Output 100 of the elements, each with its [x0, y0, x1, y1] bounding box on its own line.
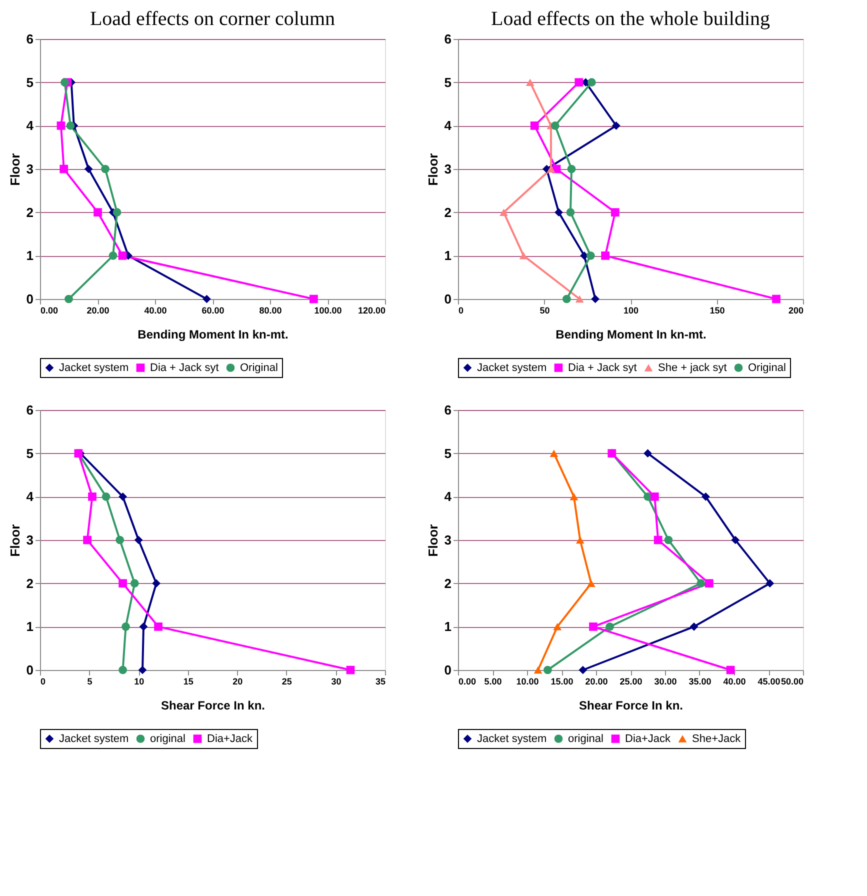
- legend-label: She + jack syt: [658, 362, 727, 374]
- point: [530, 121, 539, 130]
- point: [550, 121, 560, 130]
- legend-label: Dia + Jack syt: [568, 362, 637, 374]
- y-tick-label: 1: [26, 619, 34, 634]
- y-tick-label: 2: [26, 204, 34, 220]
- point: [534, 666, 542, 674]
- y-tick-label: 5: [444, 74, 452, 90]
- point: [567, 164, 576, 174]
- legend-label: Dia+Jack: [207, 732, 254, 745]
- y-tick-label: 3: [444, 532, 452, 548]
- point: [586, 580, 596, 587]
- x-axis-title: Shear Force In kn.: [160, 698, 266, 712]
- x-tick-label: 200: [788, 306, 804, 316]
- x-tick-label: 0: [40, 676, 46, 686]
- point: [554, 208, 563, 217]
- point: [586, 251, 595, 260]
- point: [118, 492, 127, 501]
- y-tick-label: 4: [444, 118, 452, 134]
- y-tick-label: 6: [444, 402, 452, 418]
- legend-label: original: [150, 732, 186, 745]
- point: [519, 252, 528, 260]
- y-axis-title: Floor: [425, 524, 440, 557]
- x-tick-label: 20: [232, 676, 243, 686]
- x-axis-title: Shear Force In kn.: [578, 698, 684, 712]
- x-tick-label: 35.00: [688, 676, 712, 686]
- y-tick-label: 5: [26, 446, 34, 461]
- x-tick-label: 30: [331, 676, 342, 686]
- x-tick-label: 45.00: [758, 676, 780, 686]
- x-tick-label: 150: [710, 306, 725, 316]
- point: [606, 622, 614, 631]
- point: [702, 492, 710, 501]
- x-tick-label: 35: [375, 676, 386, 686]
- x-tick-label: 60.00: [202, 306, 224, 316]
- point: [574, 78, 584, 87]
- legend-label: She+Jack: [692, 732, 742, 745]
- y-tick-label: 2: [444, 576, 452, 591]
- y-tick-label: 3: [444, 162, 452, 176]
- legend-label: Dia+Jack: [625, 732, 672, 745]
- point: [122, 622, 130, 631]
- y-tick-label: 5: [26, 74, 34, 90]
- x-tick-label: 15.00: [550, 676, 574, 686]
- point: [570, 493, 578, 500]
- point: [731, 536, 740, 544]
- legend-label: Jacket system: [477, 362, 547, 374]
- point: [152, 579, 160, 588]
- legend-label: Original: [240, 362, 278, 374]
- x-tick-label: 50.00: [780, 676, 804, 686]
- point: [88, 492, 96, 501]
- legend-label: Jacket system: [59, 732, 129, 745]
- point: [138, 666, 147, 674]
- legend-label: Dia + Jack syt: [150, 362, 219, 374]
- point: [102, 492, 110, 501]
- y-tick-label: 1: [26, 248, 34, 264]
- point: [601, 251, 610, 260]
- x-tick-label: 5: [87, 676, 92, 686]
- point: [130, 579, 139, 588]
- x-tick-label: 10.00: [516, 676, 539, 686]
- point: [500, 208, 508, 216]
- point: [154, 622, 162, 631]
- x-tick-label: 0.00: [458, 676, 476, 686]
- point: [346, 666, 355, 674]
- point: [562, 294, 571, 304]
- x-tick-label: 0: [458, 306, 464, 316]
- x-axis-title: Bending Moment In kn-mt.: [556, 328, 706, 342]
- point: [772, 294, 780, 304]
- chart-title: Load effects on corner column: [90, 8, 336, 30]
- point: [690, 622, 698, 631]
- x-tick-label: 25.00: [620, 676, 642, 686]
- point: [139, 622, 148, 631]
- point: [610, 208, 620, 217]
- x-tick-label: 40.00: [723, 676, 746, 686]
- y-tick-label: 4: [26, 118, 34, 134]
- point: [116, 536, 124, 544]
- point: [696, 579, 706, 588]
- x-tick-label: 100.00: [314, 306, 342, 316]
- x-tick-label: 25: [282, 676, 292, 686]
- y-tick-label: 4: [444, 489, 452, 504]
- point: [726, 666, 735, 674]
- x-axis-title: Bending Moment In kn-mt.: [138, 328, 288, 342]
- point: [118, 666, 127, 674]
- x-tick-label: 100: [623, 306, 639, 316]
- point: [576, 536, 584, 544]
- point: [654, 536, 662, 544]
- point: [591, 294, 600, 304]
- y-tick-label: 1: [444, 248, 452, 264]
- point: [566, 208, 575, 217]
- point: [544, 666, 552, 674]
- point: [83, 536, 92, 544]
- y-tick-label: 1: [444, 619, 452, 634]
- x-tick-label: 80.00: [259, 306, 282, 316]
- x-tick-label: 15: [183, 676, 194, 686]
- x-tick-label: 50: [540, 306, 550, 316]
- x-tick-label: 30.00: [654, 676, 677, 686]
- y-tick-label: 2: [444, 204, 452, 220]
- y-axis-title: Floor: [7, 524, 22, 557]
- point: [578, 666, 588, 674]
- legend-label: Jacket system: [477, 732, 547, 745]
- x-tick-label: 0.00: [40, 306, 58, 316]
- y-tick-label: 5: [444, 446, 452, 461]
